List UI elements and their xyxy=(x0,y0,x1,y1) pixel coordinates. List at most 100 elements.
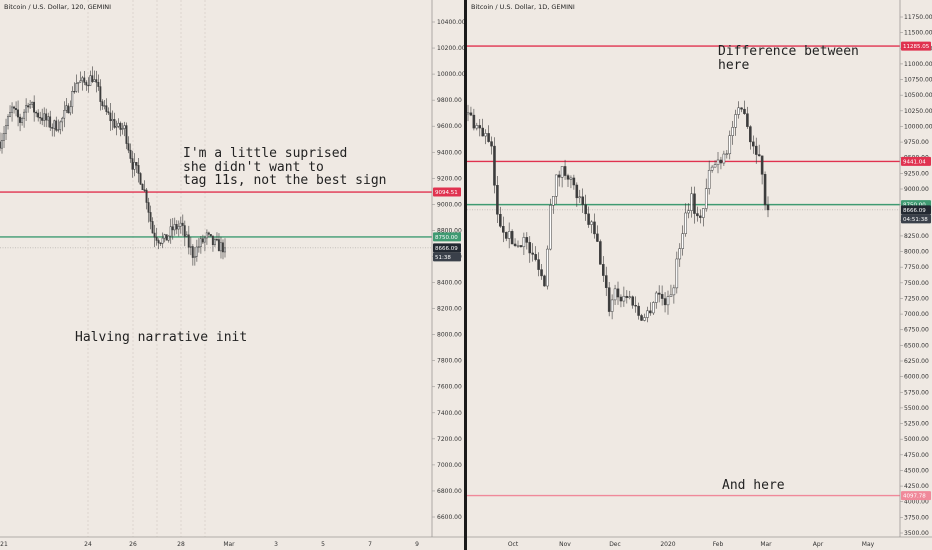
right-candle-body[interactable] xyxy=(649,310,652,314)
left-candle-body[interactable] xyxy=(45,113,48,121)
left-candle-body[interactable] xyxy=(107,111,110,114)
left-chart-panel[interactable]: 10400.00 10200.00 10000.00 9800.00 9600.00 94… xyxy=(0,0,466,550)
left-candle-body[interactable] xyxy=(195,246,198,257)
left-candle-body[interactable] xyxy=(65,105,68,111)
right-candle-body[interactable] xyxy=(475,125,479,129)
left-candle-body[interactable] xyxy=(161,237,164,244)
left-candle-body[interactable] xyxy=(47,116,50,121)
left-candle-body[interactable] xyxy=(81,77,84,82)
left-candle-body[interactable] xyxy=(185,234,188,237)
left-time-axis[interactable]: 21 24 26 28 Mar 3 5 7 9 xyxy=(0,541,419,548)
left-candle-body[interactable] xyxy=(191,246,194,258)
right-candle-body[interactable] xyxy=(628,296,632,298)
right-candles[interactable] xyxy=(466,100,770,323)
left-candle-body[interactable] xyxy=(221,242,224,253)
right-candle-body[interactable] xyxy=(466,112,470,115)
right-candle-body[interactable] xyxy=(578,196,582,199)
right-candle-body[interactable] xyxy=(584,204,587,215)
right-candle-body[interactable] xyxy=(704,188,708,209)
right-candle-body[interactable] xyxy=(754,145,758,155)
right-candle-body[interactable] xyxy=(507,231,511,239)
right-candle-body[interactable] xyxy=(484,133,487,137)
left-candle-body[interactable] xyxy=(127,143,130,151)
left-candle-body[interactable] xyxy=(213,239,216,245)
right-candle-body[interactable] xyxy=(616,288,620,298)
left-candle-body[interactable] xyxy=(85,82,88,86)
left-candle-body[interactable] xyxy=(149,212,152,222)
right-candle-body[interactable] xyxy=(496,185,499,215)
right-candle-body[interactable] xyxy=(746,113,749,127)
right-candle-body[interactable] xyxy=(699,215,702,218)
right-candle-body[interactable] xyxy=(560,166,564,178)
right-candle-body[interactable] xyxy=(687,210,690,214)
right-candle-body[interactable] xyxy=(669,294,673,297)
left-candle-body[interactable] xyxy=(59,121,62,130)
right-candle-body[interactable] xyxy=(513,243,517,246)
left-candle-body[interactable] xyxy=(117,122,120,127)
left-candle-body[interactable] xyxy=(37,112,40,118)
left-candle-body[interactable] xyxy=(159,242,162,245)
left-candle-body[interactable] xyxy=(63,110,66,119)
right-candle-body[interactable] xyxy=(504,232,508,239)
left-candle-body[interactable] xyxy=(189,246,192,248)
right-candle-body[interactable] xyxy=(757,154,761,157)
right-price-axis[interactable]: 11750.0011500.0011250.0011000.0010750.00… xyxy=(900,14,932,537)
left-candle-body[interactable] xyxy=(211,235,214,245)
right-candle-body[interactable] xyxy=(637,305,640,316)
left-candle-body[interactable] xyxy=(39,116,42,119)
right-candle-body[interactable] xyxy=(728,135,732,155)
left-candle-body[interactable] xyxy=(167,235,170,241)
right-candle-body[interactable] xyxy=(557,174,561,178)
left-candle-body[interactable] xyxy=(83,77,86,83)
left-price-axis[interactable]: 10400.00 10200.00 10000.00 9800.00 9600.00 94… xyxy=(432,19,466,521)
left-candle-body[interactable] xyxy=(23,111,25,119)
left-candle-body[interactable] xyxy=(69,106,72,114)
right-candle-body[interactable] xyxy=(481,127,484,137)
left-candle-body[interactable] xyxy=(165,234,168,241)
left-candle-body[interactable] xyxy=(101,101,104,107)
left-candle-body[interactable] xyxy=(175,224,178,230)
right-candle-body[interactable] xyxy=(725,153,729,155)
left-candle-body[interactable] xyxy=(111,119,114,122)
right-candle-body[interactable] xyxy=(663,298,667,306)
right-candle-body[interactable] xyxy=(519,245,523,248)
right-candle-body[interactable] xyxy=(487,133,490,142)
left-candle-body[interactable] xyxy=(203,237,206,243)
right-candle-body[interactable] xyxy=(493,145,496,186)
left-candle-body[interactable] xyxy=(43,113,46,121)
left-candle-body[interactable] xyxy=(169,226,172,237)
left-candle-body[interactable] xyxy=(87,84,90,87)
right-candle-body[interactable] xyxy=(604,275,608,288)
right-candle-body[interactable] xyxy=(525,237,529,243)
left-candle-body[interactable] xyxy=(171,226,174,231)
right-candle-body[interactable] xyxy=(690,193,693,211)
left-candle-body[interactable] xyxy=(223,247,226,253)
left-candle-body[interactable] xyxy=(109,112,112,122)
right-candle-body[interactable] xyxy=(625,295,629,298)
left-candle-body[interactable] xyxy=(163,234,166,239)
right-candle-body[interactable] xyxy=(607,287,611,312)
left-candle-body[interactable] xyxy=(15,108,17,111)
right-candle-body[interactable] xyxy=(737,107,740,115)
right-candle-body[interactable] xyxy=(640,315,643,321)
left-candle-body[interactable] xyxy=(77,82,80,84)
right-candle-body[interactable] xyxy=(684,212,687,234)
left-candle-body[interactable] xyxy=(67,105,70,114)
left-candle-body[interactable] xyxy=(183,225,186,237)
right-candle-body[interactable] xyxy=(734,114,737,128)
left-candle-body[interactable] xyxy=(29,104,31,108)
right-candle-body[interactable] xyxy=(610,299,614,312)
right-candle-body[interactable] xyxy=(531,252,534,255)
left-candle-body[interactable] xyxy=(145,189,148,203)
right-candle-body[interactable] xyxy=(681,233,684,249)
right-candle-body[interactable] xyxy=(752,141,755,147)
left-candle-body[interactable] xyxy=(6,116,9,126)
panel-divider[interactable] xyxy=(464,0,467,550)
right-candle-body[interactable] xyxy=(763,174,767,206)
left-candle-body[interactable] xyxy=(13,106,15,109)
left-candle-body[interactable] xyxy=(125,125,128,144)
right-candle-body[interactable] xyxy=(552,196,555,206)
left-candle-body[interactable] xyxy=(205,232,208,239)
right-candle-body[interactable] xyxy=(731,127,734,136)
left-candle-body[interactable] xyxy=(11,106,13,113)
